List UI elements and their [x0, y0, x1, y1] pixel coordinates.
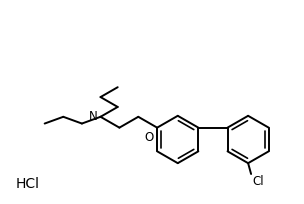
Text: HCl: HCl: [15, 177, 39, 191]
Text: Cl: Cl: [252, 175, 264, 188]
Text: O: O: [145, 131, 154, 144]
Text: N: N: [89, 110, 98, 123]
